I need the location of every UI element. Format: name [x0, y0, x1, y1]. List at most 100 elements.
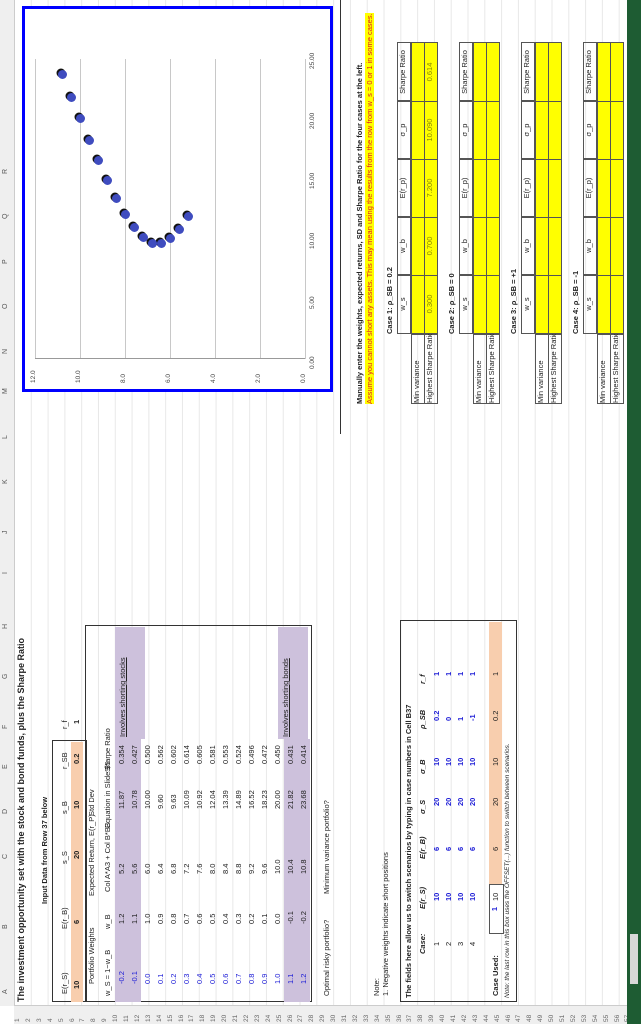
manual-entry-cell[interactable] [535, 42, 549, 102]
column-header[interactable]: H [2, 623, 9, 629]
row-number[interactable]: 2 [24, 1018, 32, 1022]
manual-entry-cell[interactable] [411, 216, 425, 276]
row-number[interactable]: 48 [526, 1014, 534, 1022]
manual-entry-cell[interactable] [473, 274, 487, 334]
input-value[interactable]: 1 [72, 719, 81, 724]
scenario-cell[interactable]: -1 [468, 714, 477, 721]
row-number[interactable]: 35 [384, 1014, 392, 1022]
row-number[interactable]: 43 [471, 1014, 479, 1022]
row-number[interactable]: 27 [297, 1014, 305, 1022]
manual-entry-cell[interactable] [473, 42, 487, 102]
column-header[interactable]: M [2, 388, 9, 394]
manual-entry-cell[interactable] [535, 158, 549, 218]
scenario-cell[interactable]: 20 [432, 797, 441, 806]
manual-entry-cell[interactable] [535, 100, 549, 160]
column-header[interactable]: O [2, 303, 9, 309]
manual-entry-cell[interactable] [486, 42, 500, 102]
manual-entry-cell[interactable] [548, 158, 562, 218]
column-header[interactable]: P [2, 259, 9, 264]
scenario-cell[interactable]: 10 [444, 757, 453, 766]
column-header[interactable]: E [2, 764, 9, 769]
row-number[interactable]: 9 [101, 1018, 109, 1022]
row-number[interactable]: 50 [548, 1014, 556, 1022]
manual-entry-cell[interactable] [486, 216, 500, 276]
manual-entry-cell[interactable] [548, 42, 562, 102]
scenario-cell[interactable]: 0.2 [432, 710, 441, 721]
row-number[interactable]: 55 [602, 1014, 610, 1022]
manual-entry-cell[interactable]: 0.700 [424, 216, 438, 276]
row-number[interactable]: 37 [406, 1014, 414, 1022]
manual-entry-cell[interactable] [535, 216, 549, 276]
manual-entry-cell[interactable] [597, 216, 611, 276]
column-header[interactable]: I [2, 572, 9, 574]
column-header[interactable]: D [2, 808, 9, 814]
row-number[interactable]: 52 [569, 1014, 577, 1022]
scenario-cell[interactable]: 1 [456, 716, 465, 721]
row-number[interactable]: 29 [319, 1014, 327, 1022]
row-number[interactable]: 33 [362, 1014, 370, 1022]
case-used-input[interactable]: 1 [489, 884, 504, 934]
manual-entry-cell[interactable] [597, 158, 611, 218]
row-number[interactable]: 23 [253, 1014, 261, 1022]
input-value[interactable]: 10 [72, 800, 81, 809]
row-number[interactable]: 5 [57, 1018, 65, 1022]
manual-entry-cell[interactable]: 0.300 [424, 274, 438, 334]
manual-entry-cell[interactable] [535, 274, 549, 334]
row-number[interactable]: 42 [460, 1014, 468, 1022]
manual-entry-cell[interactable] [486, 158, 500, 218]
manual-entry-cell[interactable]: 0.614 [424, 42, 438, 102]
manual-entry-cell[interactable] [548, 100, 562, 160]
row-number[interactable]: 12 [133, 1014, 141, 1022]
manual-entry-cell[interactable] [610, 42, 624, 102]
scenario-cell[interactable]: 1 [444, 671, 453, 676]
input-value[interactable]: 6 [72, 919, 81, 924]
column-header[interactable]: F [2, 724, 9, 729]
manual-entry-cell[interactable] [473, 100, 487, 160]
row-number[interactable]: 39 [428, 1014, 436, 1022]
row-number[interactable]: 6 [68, 1018, 76, 1022]
row-number[interactable]: 10 [112, 1014, 120, 1022]
column-header[interactable]: B [2, 924, 9, 929]
column-header[interactable]: Q [2, 213, 9, 219]
scenario-cell[interactable]: 1 [432, 671, 441, 676]
scenario-cell[interactable]: 20 [468, 797, 477, 806]
row-number[interactable]: 4 [46, 1018, 54, 1022]
row-number[interactable]: 44 [482, 1014, 490, 1022]
row-number[interactable]: 49 [537, 1014, 545, 1022]
row-number[interactable]: 18 [199, 1014, 207, 1022]
manual-entry-cell[interactable] [610, 274, 624, 334]
row-number[interactable]: 32 [351, 1014, 359, 1022]
row-number[interactable]: 28 [308, 1014, 316, 1022]
manual-entry-cell[interactable]: 7.200 [424, 158, 438, 218]
row-number[interactable]: 19 [210, 1014, 218, 1022]
row-number[interactable]: 38 [417, 1014, 425, 1022]
row-number[interactable]: 7 [79, 1018, 87, 1022]
row-number[interactable]: 36 [395, 1014, 403, 1022]
row-number[interactable]: 25 [275, 1014, 283, 1022]
manual-entry-cell[interactable] [486, 274, 500, 334]
row-number[interactable]: 17 [188, 1014, 196, 1022]
manual-entry-cell[interactable] [411, 42, 425, 102]
row-number[interactable]: 53 [580, 1014, 588, 1022]
scenario-cell[interactable]: 10 [468, 892, 477, 901]
manual-entry-cell[interactable] [486, 100, 500, 160]
scenario-cell[interactable]: 10 [456, 757, 465, 766]
column-header[interactable]: A [2, 989, 9, 994]
row-number[interactable]: 40 [439, 1014, 447, 1022]
manual-entry-cell[interactable] [411, 274, 425, 334]
scenario-cell[interactable]: 6 [432, 846, 441, 851]
horizontal-scrollbar[interactable] [630, 934, 638, 984]
input-value[interactable]: 20 [72, 850, 81, 859]
manual-entry-cell[interactable]: 10.090 [424, 100, 438, 160]
row-number[interactable]: 24 [264, 1014, 272, 1022]
manual-entry-cell[interactable] [473, 216, 487, 276]
manual-entry-cell[interactable] [610, 100, 624, 160]
row-number[interactable]: 21 [232, 1014, 239, 1022]
input-value[interactable]: 0.2 [72, 753, 81, 764]
row-number[interactable]: 1 [14, 1018, 21, 1022]
manual-entry-cell[interactable] [597, 42, 611, 102]
manual-entry-cell[interactable] [597, 274, 611, 334]
efficient-frontier-chart[interactable]: 0.0 2.0 4.0 6.0 8.0 10.0 12.0 0.00 5.00 10.00 15.0… [22, 6, 333, 392]
manual-entry-cell[interactable] [610, 216, 624, 276]
row-number[interactable]: 16 [177, 1014, 185, 1022]
